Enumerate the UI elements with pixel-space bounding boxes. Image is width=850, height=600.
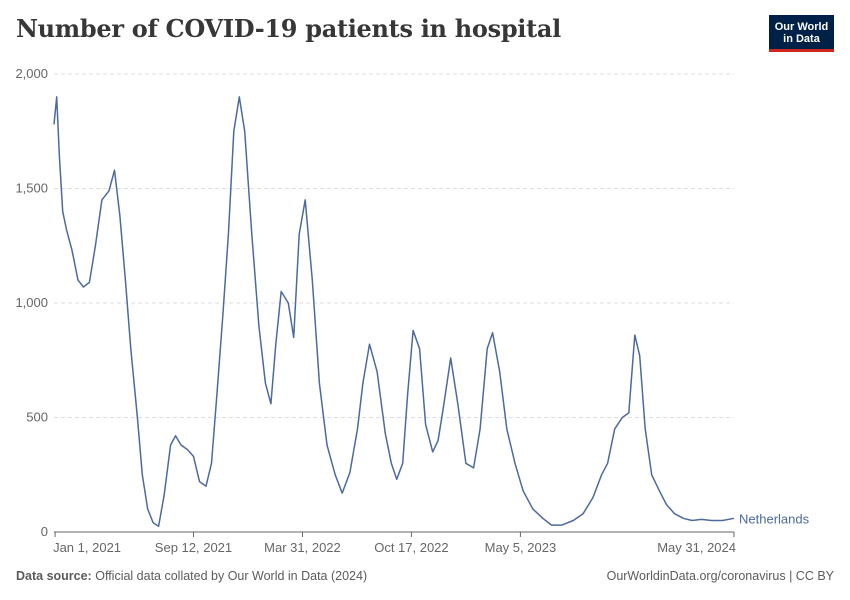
- chart-title: Number of COVID-19 patients in hospital: [16, 14, 561, 43]
- y-tick-label: 1,000: [15, 295, 48, 310]
- x-tick-label: Oct 17, 2022: [374, 540, 448, 555]
- logo-line-1: Our World: [774, 21, 829, 33]
- source-text: Official data collated by Our World in D…: [95, 569, 368, 583]
- x-tick-label: Mar 31, 2022: [264, 540, 341, 555]
- x-tick-label: Sep 12, 2021: [155, 540, 232, 555]
- source-label: Data source:: [16, 569, 92, 583]
- series-line-netherlands: [53, 96, 735, 528]
- y-tick-label: 500: [26, 410, 48, 425]
- series-label-netherlands: Netherlands: [739, 511, 810, 526]
- y-tick-label: 0: [41, 524, 48, 539]
- series-group: Netherlands: [53, 96, 810, 528]
- y-tick-label: 1,500: [15, 181, 48, 196]
- x-axis: Jan 1, 2021 Sep 12, 2021 Mar 31, 2022 Oct 1…: [53, 531, 736, 555]
- owid-logo[interactable]: Our World in Data: [769, 15, 834, 52]
- y-axis: 0 500 1,000 1,500 2,000: [15, 66, 48, 539]
- logo-line-2: in Data: [783, 33, 820, 45]
- x-tick-label: Jan 1, 2021: [53, 540, 121, 555]
- x-tick-label: May 31, 2024: [657, 540, 736, 555]
- source-link[interactable]: OurWorldinData.org/coronavirus | CC BY: [606, 569, 834, 583]
- x-tick-label: May 5, 2023: [485, 540, 557, 555]
- grid-lines: [54, 73, 734, 418]
- footer: Data source: Official data collated by O…: [16, 569, 834, 583]
- y-tick-label: 2,000: [15, 66, 48, 81]
